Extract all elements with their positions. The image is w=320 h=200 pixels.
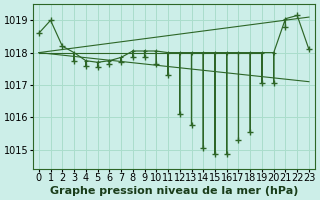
X-axis label: Graphe pression niveau de la mer (hPa): Graphe pression niveau de la mer (hPa) [50, 186, 298, 196]
